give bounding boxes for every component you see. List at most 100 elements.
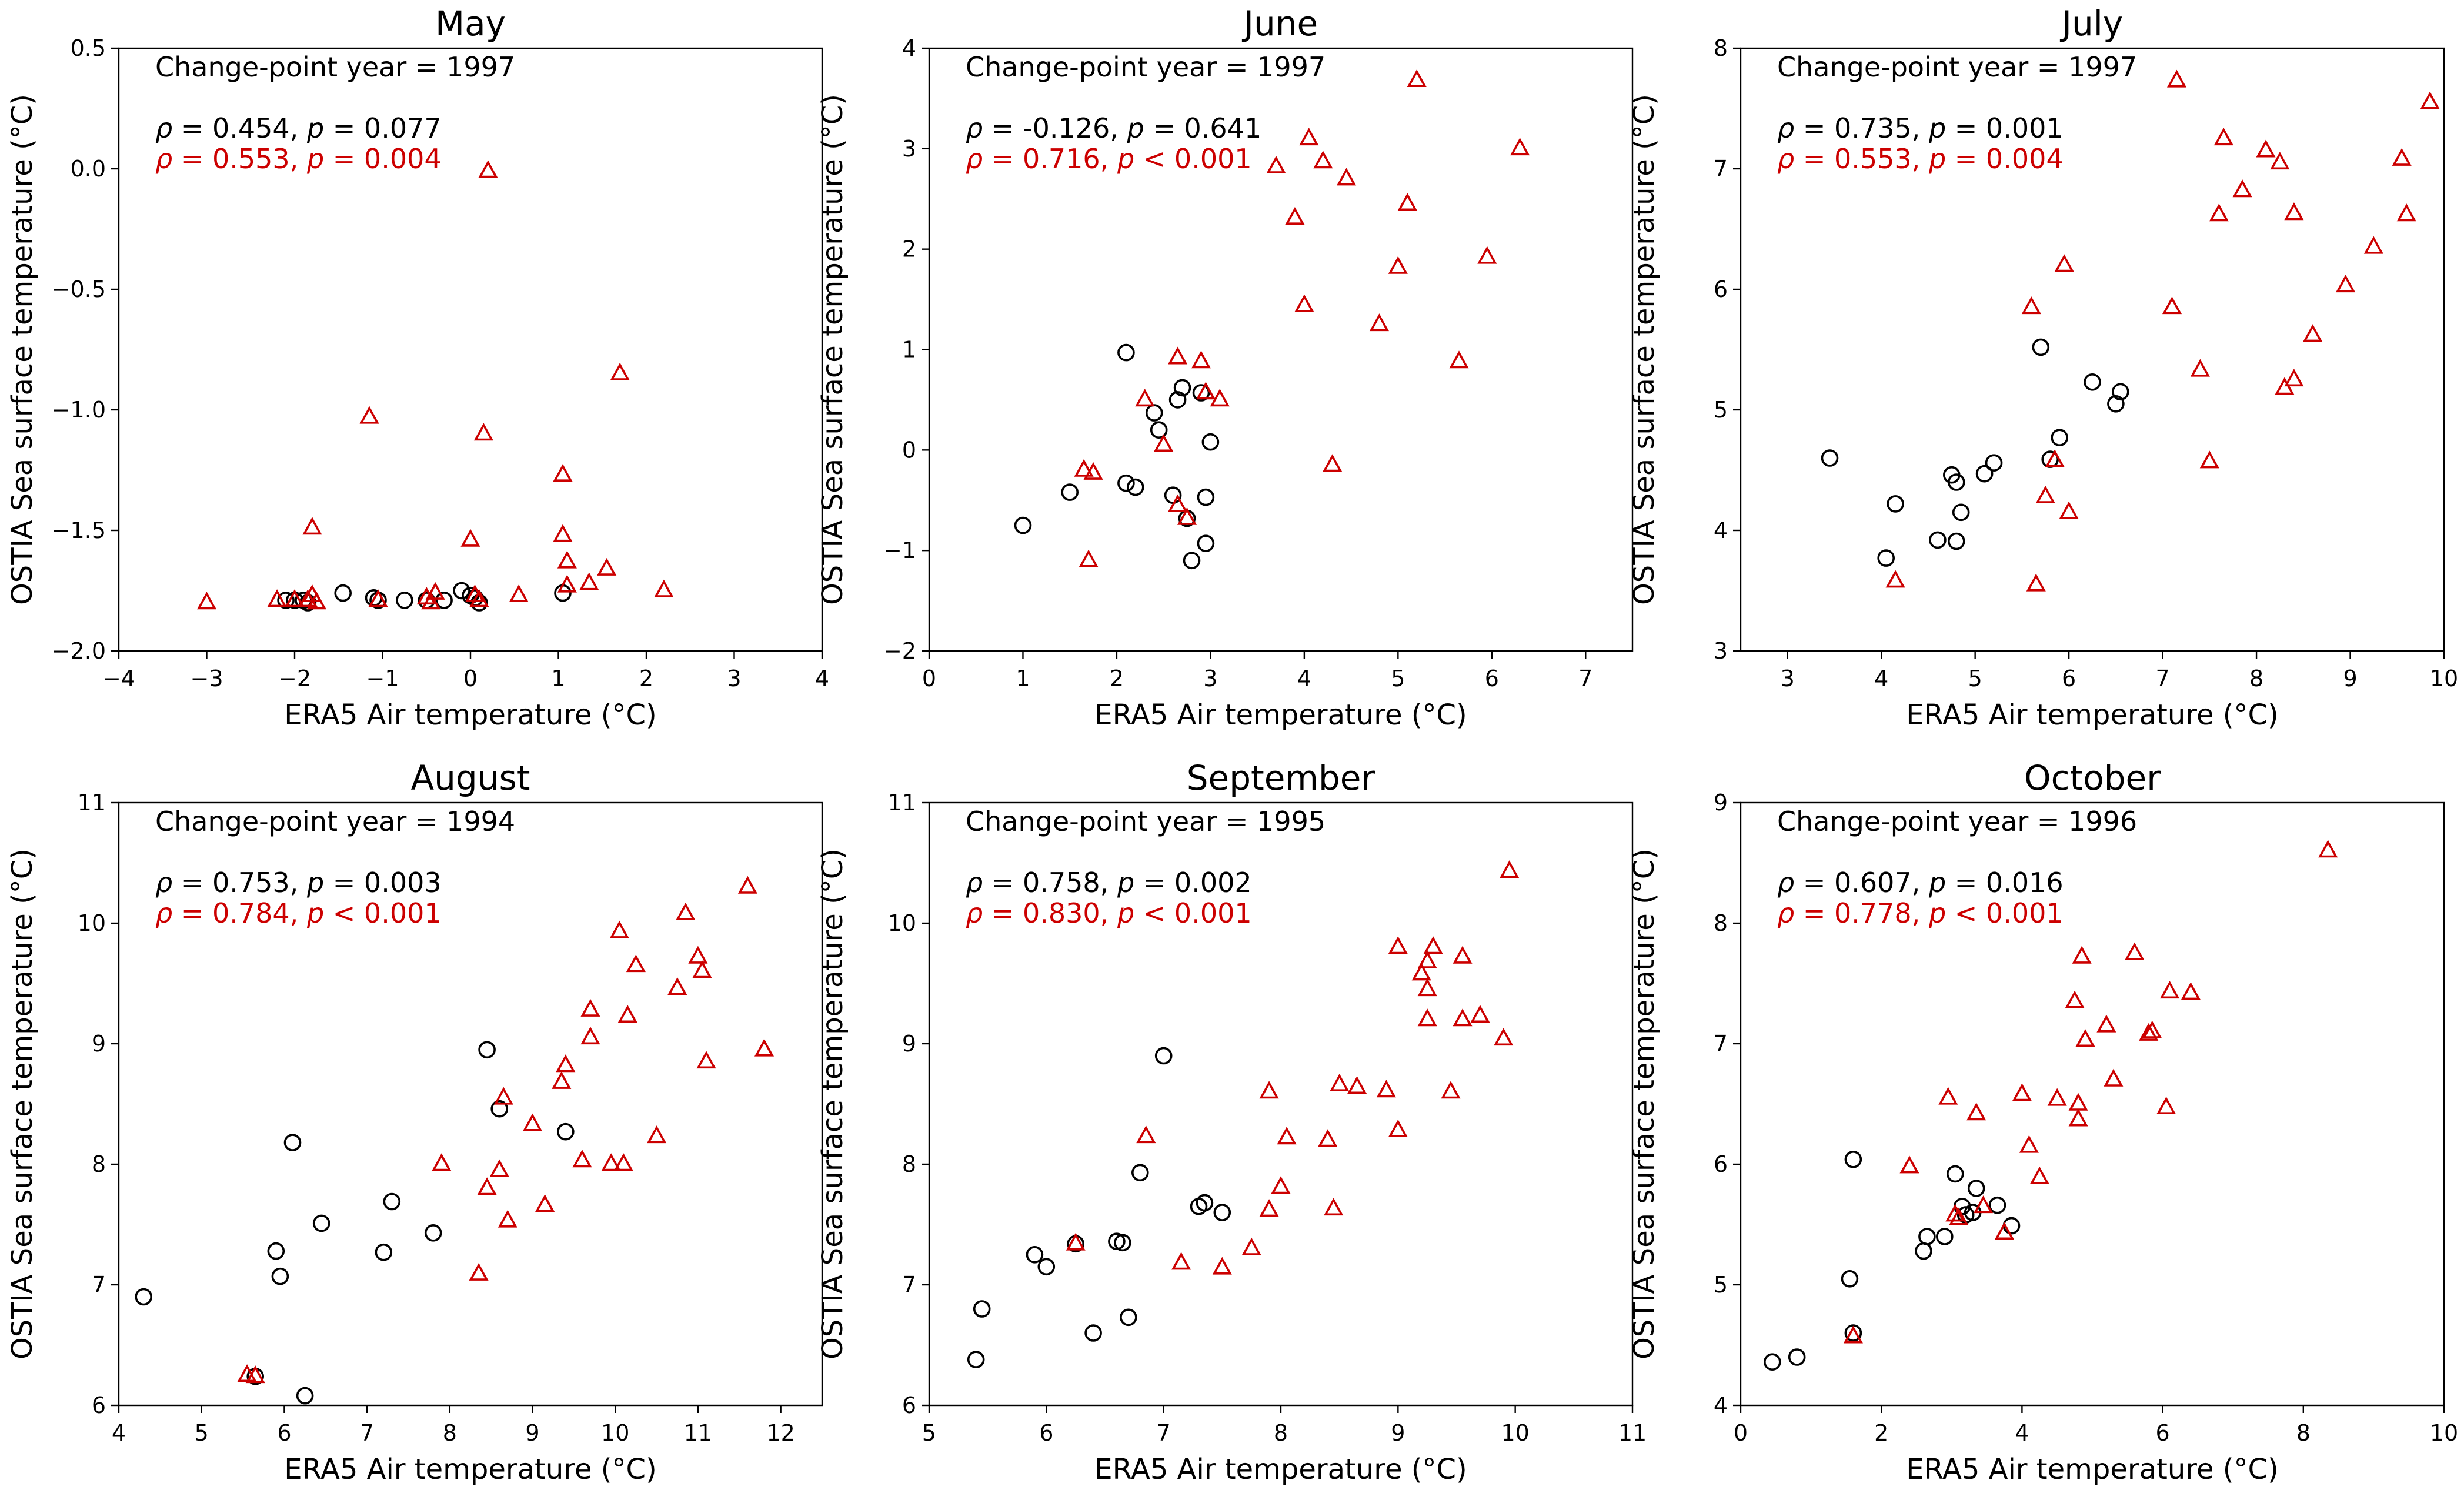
y-tick-label: 2 [902, 236, 916, 262]
point-after [2026, 573, 2046, 592]
point-after [2059, 501, 2079, 519]
point-before [1084, 1324, 1102, 1342]
point-before [267, 1242, 285, 1260]
changepoint-annotation: Change-point year = 1996 [1777, 806, 2137, 837]
point-before [1947, 1165, 1964, 1183]
x-tick-label: 9 [2343, 666, 2357, 691]
point-after [2139, 1023, 2159, 1041]
x-tick-label: 9 [1391, 1420, 1405, 1446]
y-tick-label: −2 [883, 638, 916, 664]
stats-before: ρ = 0.607, p = 0.016 [1777, 867, 2064, 898]
point-before [2084, 373, 2101, 391]
panel-june: June 0 1 2 3 4 5 6 7 −2 −1 0 1 2 3 4 ERA5 Air temperatur… [816, 4, 1634, 731]
y-tick-label: 11 [78, 790, 106, 816]
point-after [1949, 1207, 1969, 1225]
y-tick-label: 9 [1714, 790, 1728, 816]
y-tick-label: 7 [1714, 1031, 1728, 1057]
point-after [1168, 494, 1188, 512]
point-after [2303, 324, 2323, 342]
y-tick-label: −1.0 [52, 397, 106, 423]
data-markers [135, 876, 774, 1405]
point-before [1967, 1180, 1985, 1197]
point-after [1966, 1103, 1986, 1121]
point-after [1324, 1198, 1344, 1216]
point-after [617, 1005, 637, 1023]
point-after [579, 572, 599, 590]
point-after [2275, 377, 2295, 395]
point-after [1196, 382, 1216, 400]
x-axis-label: ERA5 Air temperature (°C) [1906, 1453, 2278, 1486]
point-before [1150, 421, 1168, 439]
point-after [306, 592, 326, 610]
data-markers [196, 160, 674, 612]
point-after [478, 160, 498, 178]
y-tick-label: 8 [92, 1151, 106, 1177]
point-after [654, 579, 674, 597]
point-after [1397, 193, 1417, 211]
point-after [1135, 389, 1155, 407]
point-after [580, 998, 600, 1017]
axes-frame [1740, 47, 2445, 652]
point-after [688, 946, 708, 964]
x-tick-label: 6 [1039, 1420, 1053, 1446]
x-tick-label: 4 [1874, 666, 1888, 691]
point-after [1177, 507, 1197, 525]
point-after [2156, 1096, 2176, 1114]
y-tick-label: 4 [1714, 517, 1728, 543]
point-after [469, 1262, 489, 1281]
point-after [1259, 1081, 1279, 1099]
x-tick-label: 5 [922, 1420, 936, 1446]
point-before [1197, 534, 1215, 553]
point-after [1477, 246, 1497, 264]
point-before [1173, 379, 1191, 397]
y-tick-label: 6 [92, 1392, 106, 1418]
x-tick-label: 10 [2430, 666, 2458, 691]
point-after [1277, 1127, 1297, 1145]
point-after [597, 557, 617, 576]
stats-after: ρ = 0.553, p = 0.004 [155, 143, 442, 175]
point-after [553, 463, 573, 482]
point-before [1985, 454, 2003, 472]
point-after [1470, 1005, 1490, 1023]
point-before [1197, 488, 1215, 506]
point-after [489, 1159, 509, 1177]
y-tick-label: 8 [1714, 35, 1728, 61]
point-after [2396, 203, 2416, 222]
point-before [556, 1122, 575, 1141]
point-after [1388, 936, 1408, 954]
point-after [2160, 981, 2180, 999]
point-before [1213, 1204, 1231, 1221]
point-after [1285, 206, 1305, 225]
x-tick-label: 11 [684, 1420, 712, 1446]
point-after [1388, 256, 1408, 274]
stats-before: ρ = 0.454, p = 0.077 [155, 112, 442, 144]
y-tick-label: 5 [1714, 1272, 1728, 1298]
point-after [556, 1054, 576, 1073]
point-before [277, 592, 295, 609]
point-after [572, 1150, 592, 1168]
point-after [1449, 350, 1469, 369]
x-tick-label: 11 [1618, 1420, 1647, 1446]
point-after [1212, 1257, 1232, 1275]
stats-after: ρ = 0.830, p < 0.001 [966, 897, 1252, 929]
point-before [396, 592, 413, 609]
x-tick-label: 9 [525, 1420, 539, 1446]
changepoint-annotation: Change-point year = 1997 [1777, 51, 2137, 83]
point-before [1936, 1228, 1954, 1245]
point-after [473, 423, 493, 441]
point-after [425, 582, 445, 600]
y-tick-label: −1 [883, 537, 916, 563]
point-before [1841, 1270, 1859, 1288]
point-after [1500, 860, 1520, 878]
point-after [2125, 942, 2145, 960]
point-after [552, 1071, 572, 1089]
point-after [267, 589, 287, 607]
point-after [1323, 454, 1343, 472]
x-tick-label: 6 [277, 1420, 291, 1446]
stats-after: ρ = 0.778, p < 0.001 [1777, 897, 2064, 929]
changepoint-annotation: Change-point year = 1997 [155, 51, 515, 83]
point-before [1127, 478, 1144, 496]
point-after [1066, 1232, 1086, 1251]
y-tick-label: 3 [902, 136, 916, 162]
point-after [1417, 978, 1437, 997]
